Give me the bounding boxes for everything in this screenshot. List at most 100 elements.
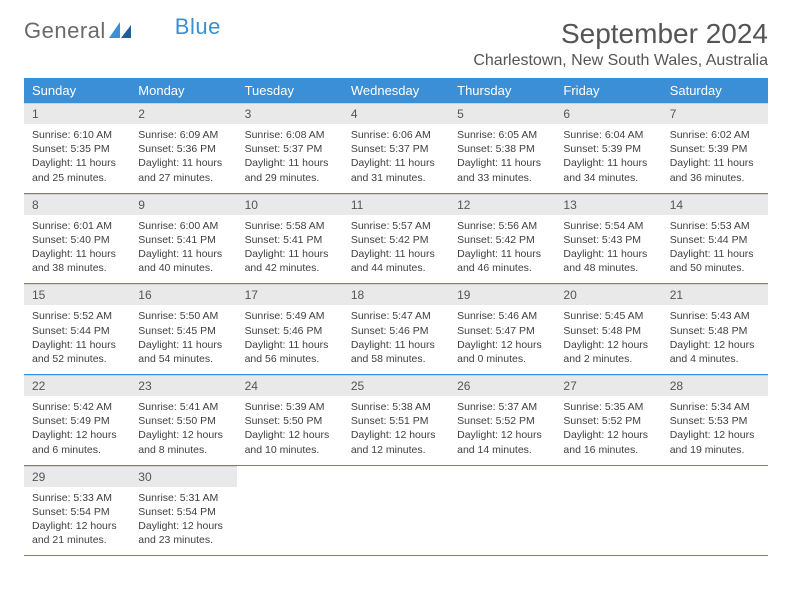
- calendar-cell: ..: [449, 465, 555, 556]
- day-number: 16: [130, 284, 236, 305]
- day-details: Sunrise: 6:02 AMSunset: 5:39 PMDaylight:…: [662, 124, 768, 193]
- day-number: 13: [555, 194, 661, 215]
- day-number: 17: [237, 284, 343, 305]
- calendar-cell: 17Sunrise: 5:49 AMSunset: 5:46 PMDayligh…: [237, 284, 343, 375]
- day-number: 19: [449, 284, 555, 305]
- day-details: Sunrise: 6:09 AMSunset: 5:36 PMDaylight:…: [130, 124, 236, 193]
- day-number: 15: [24, 284, 130, 305]
- calendar-body: 1Sunrise: 6:10 AMSunset: 5:35 PMDaylight…: [24, 103, 768, 556]
- day-details: Sunrise: 5:31 AMSunset: 5:54 PMDaylight:…: [130, 487, 236, 556]
- logo: General Blue: [24, 18, 221, 44]
- calendar-cell: 27Sunrise: 5:35 AMSunset: 5:52 PMDayligh…: [555, 375, 661, 466]
- day-number: 2: [130, 103, 236, 124]
- weekday-header: Tuesday: [237, 78, 343, 103]
- calendar-cell: 1Sunrise: 6:10 AMSunset: 5:35 PMDaylight…: [24, 103, 130, 193]
- month-title: September 2024: [473, 18, 768, 50]
- weekday-header: Monday: [130, 78, 236, 103]
- calendar-cell: 7Sunrise: 6:02 AMSunset: 5:39 PMDaylight…: [662, 103, 768, 193]
- day-number: 24: [237, 375, 343, 396]
- day-number: 9: [130, 194, 236, 215]
- day-details: Sunrise: 5:49 AMSunset: 5:46 PMDaylight:…: [237, 305, 343, 374]
- weekday-header: Saturday: [662, 78, 768, 103]
- day-details: Sunrise: 5:47 AMSunset: 5:46 PMDaylight:…: [343, 305, 449, 374]
- day-details: Sunrise: 5:56 AMSunset: 5:42 PMDaylight:…: [449, 215, 555, 284]
- calendar-cell: ..: [555, 465, 661, 556]
- day-details: Sunrise: 5:39 AMSunset: 5:50 PMDaylight:…: [237, 396, 343, 465]
- calendar-cell: 5Sunrise: 6:05 AMSunset: 5:38 PMDaylight…: [449, 103, 555, 193]
- day-number: 7: [662, 103, 768, 124]
- calendar-table: SundayMondayTuesdayWednesdayThursdayFrid…: [24, 78, 768, 556]
- calendar-cell: 14Sunrise: 5:53 AMSunset: 5:44 PMDayligh…: [662, 193, 768, 284]
- calendar-cell: 6Sunrise: 6:04 AMSunset: 5:39 PMDaylight…: [555, 103, 661, 193]
- title-block: September 2024 Charlestown, New South Wa…: [473, 18, 768, 70]
- weekday-header: Sunday: [24, 78, 130, 103]
- day-details: Sunrise: 5:42 AMSunset: 5:49 PMDaylight:…: [24, 396, 130, 465]
- calendar-cell: 25Sunrise: 5:38 AMSunset: 5:51 PMDayligh…: [343, 375, 449, 466]
- day-number: 5: [449, 103, 555, 124]
- day-details: Sunrise: 5:33 AMSunset: 5:54 PMDaylight:…: [24, 487, 130, 556]
- day-details: Sunrise: 5:45 AMSunset: 5:48 PMDaylight:…: [555, 305, 661, 374]
- day-number: 26: [449, 375, 555, 396]
- day-number: 12: [449, 194, 555, 215]
- day-number: 3: [237, 103, 343, 124]
- calendar-cell: 23Sunrise: 5:41 AMSunset: 5:50 PMDayligh…: [130, 375, 236, 466]
- day-number: 28: [662, 375, 768, 396]
- calendar-row: 29Sunrise: 5:33 AMSunset: 5:54 PMDayligh…: [24, 465, 768, 556]
- day-number: 25: [343, 375, 449, 396]
- day-details: Sunrise: 5:46 AMSunset: 5:47 PMDaylight:…: [449, 305, 555, 374]
- logo-sail-icon: [109, 22, 131, 40]
- day-number: 11: [343, 194, 449, 215]
- day-details: Sunrise: 5:37 AMSunset: 5:52 PMDaylight:…: [449, 396, 555, 465]
- calendar-cell: 13Sunrise: 5:54 AMSunset: 5:43 PMDayligh…: [555, 193, 661, 284]
- day-number: 29: [24, 466, 130, 487]
- day-details: Sunrise: 5:58 AMSunset: 5:41 PMDaylight:…: [237, 215, 343, 284]
- day-number: 30: [130, 466, 236, 487]
- day-number: 8: [24, 194, 130, 215]
- day-details: Sunrise: 5:35 AMSunset: 5:52 PMDaylight:…: [555, 396, 661, 465]
- day-details: Sunrise: 5:53 AMSunset: 5:44 PMDaylight:…: [662, 215, 768, 284]
- calendar-cell: 30Sunrise: 5:31 AMSunset: 5:54 PMDayligh…: [130, 465, 236, 556]
- weekday-header-row: SundayMondayTuesdayWednesdayThursdayFrid…: [24, 78, 768, 103]
- day-details: Sunrise: 6:10 AMSunset: 5:35 PMDaylight:…: [24, 124, 130, 193]
- day-number: 14: [662, 194, 768, 215]
- calendar-row: 8Sunrise: 6:01 AMSunset: 5:40 PMDaylight…: [24, 193, 768, 284]
- day-details: Sunrise: 5:43 AMSunset: 5:48 PMDaylight:…: [662, 305, 768, 374]
- header: General Blue September 2024 Charlestown,…: [24, 18, 768, 70]
- day-details: Sunrise: 6:05 AMSunset: 5:38 PMDaylight:…: [449, 124, 555, 193]
- calendar-cell: ..: [343, 465, 449, 556]
- calendar-cell: 4Sunrise: 6:06 AMSunset: 5:37 PMDaylight…: [343, 103, 449, 193]
- calendar-cell: 11Sunrise: 5:57 AMSunset: 5:42 PMDayligh…: [343, 193, 449, 284]
- day-number: 6: [555, 103, 661, 124]
- day-details: Sunrise: 5:34 AMSunset: 5:53 PMDaylight:…: [662, 396, 768, 465]
- calendar-row: 22Sunrise: 5:42 AMSunset: 5:49 PMDayligh…: [24, 375, 768, 466]
- calendar-cell: ..: [237, 465, 343, 556]
- weekday-header: Thursday: [449, 78, 555, 103]
- calendar-cell: ..: [662, 465, 768, 556]
- day-details: Sunrise: 5:52 AMSunset: 5:44 PMDaylight:…: [24, 305, 130, 374]
- day-number: 23: [130, 375, 236, 396]
- day-details: Sunrise: 6:00 AMSunset: 5:41 PMDaylight:…: [130, 215, 236, 284]
- logo-text-blue: Blue: [175, 14, 221, 40]
- day-number: 10: [237, 194, 343, 215]
- day-number: 18: [343, 284, 449, 305]
- day-details: Sunrise: 5:54 AMSunset: 5:43 PMDaylight:…: [555, 215, 661, 284]
- calendar-cell: 19Sunrise: 5:46 AMSunset: 5:47 PMDayligh…: [449, 284, 555, 375]
- weekday-header: Wednesday: [343, 78, 449, 103]
- day-details: Sunrise: 6:08 AMSunset: 5:37 PMDaylight:…: [237, 124, 343, 193]
- day-details: Sunrise: 6:04 AMSunset: 5:39 PMDaylight:…: [555, 124, 661, 193]
- weekday-header: Friday: [555, 78, 661, 103]
- calendar-cell: 24Sunrise: 5:39 AMSunset: 5:50 PMDayligh…: [237, 375, 343, 466]
- day-number: 20: [555, 284, 661, 305]
- day-details: Sunrise: 5:41 AMSunset: 5:50 PMDaylight:…: [130, 396, 236, 465]
- location-text: Charlestown, New South Wales, Australia: [473, 52, 768, 70]
- calendar-row: 1Sunrise: 6:10 AMSunset: 5:35 PMDaylight…: [24, 103, 768, 193]
- calendar-cell: 26Sunrise: 5:37 AMSunset: 5:52 PMDayligh…: [449, 375, 555, 466]
- logo-text-general: General: [24, 18, 106, 44]
- calendar-cell: 22Sunrise: 5:42 AMSunset: 5:49 PMDayligh…: [24, 375, 130, 466]
- day-number: 22: [24, 375, 130, 396]
- day-details: Sunrise: 6:01 AMSunset: 5:40 PMDaylight:…: [24, 215, 130, 284]
- calendar-cell: 29Sunrise: 5:33 AMSunset: 5:54 PMDayligh…: [24, 465, 130, 556]
- day-details: Sunrise: 5:50 AMSunset: 5:45 PMDaylight:…: [130, 305, 236, 374]
- day-details: Sunrise: 5:57 AMSunset: 5:42 PMDaylight:…: [343, 215, 449, 284]
- calendar-cell: 28Sunrise: 5:34 AMSunset: 5:53 PMDayligh…: [662, 375, 768, 466]
